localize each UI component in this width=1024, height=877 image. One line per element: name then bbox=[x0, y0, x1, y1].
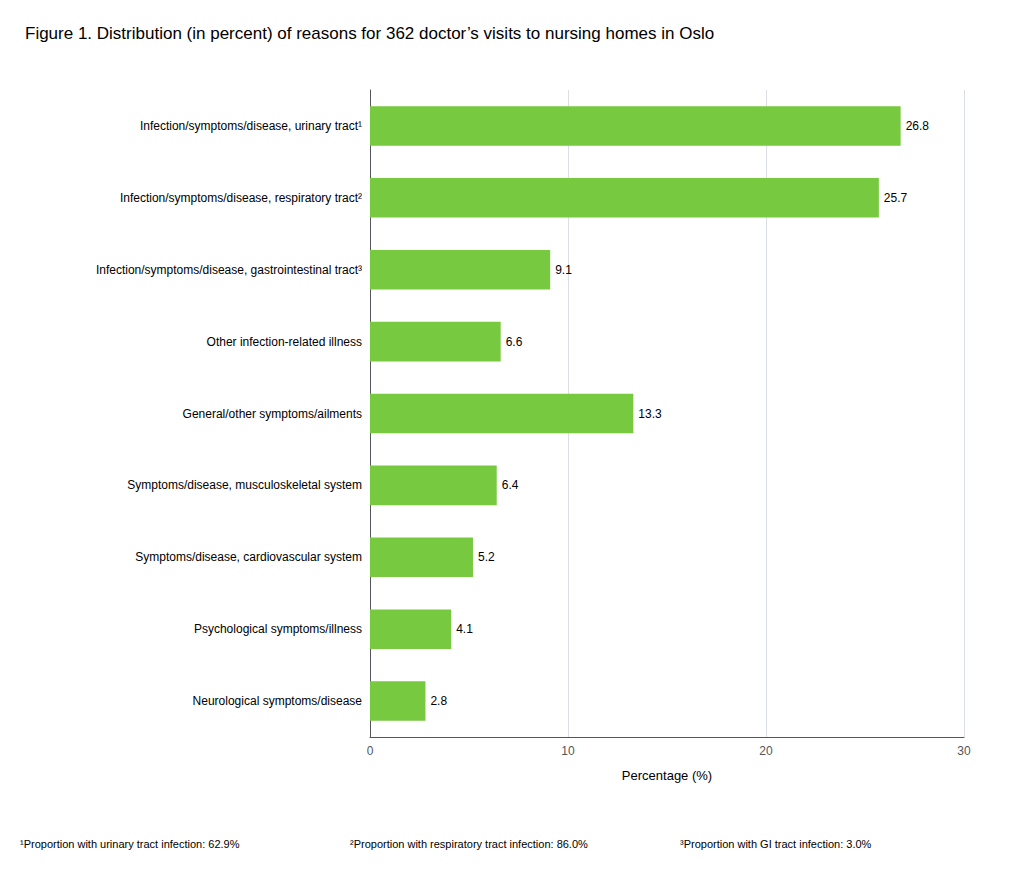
svg-text:6.4: 6.4 bbox=[502, 478, 519, 492]
svg-text:10: 10 bbox=[561, 744, 575, 758]
svg-text:20: 20 bbox=[759, 744, 773, 758]
svg-text:Figure 1. Distribution (in per: Figure 1. Distribution (in percent) of r… bbox=[25, 24, 714, 43]
svg-text:²Proportion with respiratory t: ²Proportion with respiratory tract infec… bbox=[350, 838, 588, 850]
svg-text:³Proportion with GI tract infe: ³Proportion with GI tract infection: 3.0… bbox=[680, 838, 872, 850]
svg-text:Other infection-related illnes: Other infection-related illness bbox=[207, 335, 362, 349]
svg-text:Infection/symptoms/disease, ur: Infection/symptoms/disease, urinary trac… bbox=[140, 119, 362, 133]
svg-text:Infection/symptoms/disease, ga: Infection/symptoms/disease, gastrointest… bbox=[96, 263, 362, 277]
svg-text:General/other symptoms/ailment: General/other symptoms/ailments bbox=[183, 407, 362, 421]
svg-text:Infection/symptoms/disease, re: Infection/symptoms/disease, respiratory … bbox=[120, 191, 362, 205]
svg-text:6.6: 6.6 bbox=[506, 335, 523, 349]
svg-text:Symptoms/disease, cardiovascul: Symptoms/disease, cardiovascular system bbox=[135, 550, 362, 564]
svg-text:2.8: 2.8 bbox=[430, 694, 447, 708]
svg-text:¹Proportion with urinary tract: ¹Proportion with urinary tract infection… bbox=[20, 838, 240, 850]
svg-text:4.1: 4.1 bbox=[456, 622, 473, 636]
svg-text:30: 30 bbox=[957, 744, 971, 758]
svg-text:Percentage (%): Percentage (%) bbox=[622, 768, 712, 783]
svg-text:25.7: 25.7 bbox=[884, 191, 908, 205]
svg-text:Psychological symptoms/illness: Psychological symptoms/illness bbox=[194, 622, 362, 636]
svg-text:13.3: 13.3 bbox=[638, 407, 662, 421]
svg-text:0: 0 bbox=[367, 744, 374, 758]
svg-text:Neurological symptoms/disease: Neurological symptoms/disease bbox=[193, 694, 363, 708]
svg-text:5.2: 5.2 bbox=[478, 550, 495, 564]
svg-text:Symptoms/disease, musculoskele: Symptoms/disease, musculoskeletal system bbox=[127, 478, 362, 492]
svg-text:9.1: 9.1 bbox=[555, 263, 572, 277]
svg-text:26.8: 26.8 bbox=[906, 119, 930, 133]
